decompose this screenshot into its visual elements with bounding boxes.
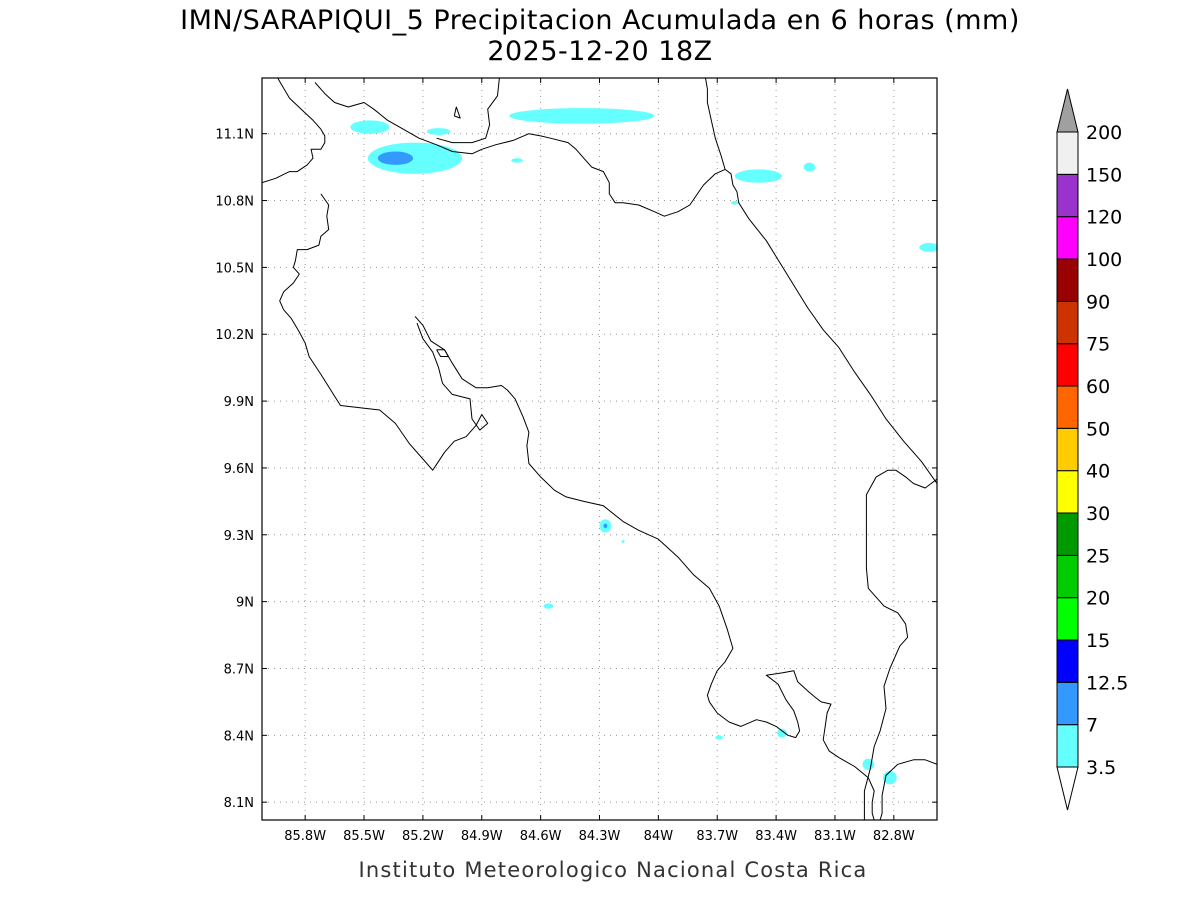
lon-tick-label: 84.3W (579, 829, 621, 844)
lat-tick-label: 9.9N (224, 395, 254, 410)
colorbar-bin (1056, 216, 1079, 260)
precip-cell (862, 758, 875, 770)
lon-tick-label: 84.9W (461, 829, 503, 844)
precipitation-field (350, 108, 937, 785)
lon-tick-label: 85.8W (284, 829, 326, 844)
precip-cell (919, 242, 937, 252)
colorbar-bin (1056, 681, 1079, 726)
lon-tick-label: 84.6W (520, 829, 562, 844)
colorbar-bin (1056, 131, 1079, 175)
coastline-gulf-pacific (414, 316, 875, 820)
colorbar-label: 100 (1086, 249, 1122, 271)
colorbar-label: 60 (1086, 376, 1110, 398)
colorbar-bin (1056, 385, 1079, 429)
coastline-mainland (262, 78, 326, 184)
lat-tick-label: 10.2N (215, 328, 254, 343)
lat-tick-label: 8.4N (224, 729, 254, 744)
precip-cell (350, 120, 390, 134)
precip-cell (734, 169, 782, 183)
axis-ticks: 85.8W 85.5W 85.2W 84.9W 84.6W 84.3W 84W 83.7W 83… (215, 78, 937, 844)
colorbar-label: 25 (1086, 545, 1110, 567)
colorbar-label: 7 (1086, 715, 1098, 737)
colorbar-bin (1056, 427, 1079, 472)
colorbar-bin (1056, 554, 1079, 599)
colorbar-bottom-arrow (1056, 766, 1079, 811)
colorbar-label: 75 (1086, 334, 1110, 356)
colorbar-label: 90 (1086, 291, 1110, 313)
colorbar-bin (1056, 173, 1079, 218)
colorbar-label: 40 (1086, 461, 1110, 483)
coastline-islet-lake (453, 106, 461, 119)
precip-cell (377, 151, 414, 165)
colorbar-bin (1056, 258, 1079, 302)
coastline-caribbean-north (705, 78, 726, 170)
grid-lines (262, 78, 937, 820)
precip-cell (367, 142, 463, 174)
precip-cell (621, 540, 625, 543)
precip-cell (715, 735, 724, 740)
lon-tick-label: 83.4W (755, 829, 797, 844)
precip-cell (730, 200, 739, 205)
colorbar-label: 50 (1086, 418, 1110, 440)
colorbar-bin (1056, 512, 1079, 556)
lat-tick-label: 9.3N (224, 529, 254, 544)
lon-tick-label: 82.8W (873, 829, 915, 844)
colorbar-top-arrow (1056, 88, 1079, 133)
precip-cell (426, 128, 451, 135)
lon-tick-label: 83.7W (696, 829, 738, 844)
credit-text: Instituto Meteorologico Nacional Costa R… (359, 858, 868, 882)
map-title: IMN/SARAPIQUI_5 Precipitacion Acumulada … (180, 5, 1020, 36)
colorbar-label: 20 (1086, 588, 1110, 610)
lat-tick-label: 10.5N (215, 261, 254, 276)
colorbar-bin (1056, 300, 1079, 345)
lat-tick-label: 9N (236, 596, 254, 611)
map-subtitle-datetime: 2025-12-20 18Z (487, 36, 712, 67)
precip-cell (803, 162, 816, 172)
coastline-caribbean (314, 82, 937, 484)
colorbar-bin (1056, 470, 1079, 514)
colorbar-label: 12.5 (1086, 672, 1128, 694)
precip-cell (777, 728, 787, 738)
coastline-border-south (863, 469, 937, 820)
coastline-islet-chira (436, 349, 449, 357)
lat-tick-label: 10.8N (215, 195, 254, 210)
coastline-nicoya (279, 193, 489, 471)
colorbar-bin (1056, 597, 1079, 641)
colorbar-bin (1056, 639, 1079, 683)
coastline-lake-shore (436, 78, 500, 144)
coastlines (262, 78, 937, 820)
lat-tick-label: 8.1N (224, 796, 254, 811)
lat-tick-label: 9.6N (224, 462, 254, 477)
lat-tick-label: 11.1N (215, 128, 254, 143)
colorbar-label: 15 (1086, 630, 1110, 652)
colorbar-label: 3.5 (1086, 757, 1116, 779)
precip-cell (603, 523, 608, 529)
colorbar-bin (1056, 724, 1079, 768)
lon-tick-label: 84W (644, 829, 674, 844)
colorbar-legend: 3.5 7 12.5 15 20 25 30 40 50 60 75 90 100 120 150 200 (1056, 88, 1128, 811)
colorbar-label: 150 (1086, 164, 1122, 186)
lon-tick-label: 85.2W (402, 829, 444, 844)
lon-tick-label: 85.5W (343, 829, 385, 844)
lon-tick-label: 83.1W (814, 829, 856, 844)
colorbar-label: 30 (1086, 503, 1110, 525)
coastline-panama-pacific (879, 759, 937, 820)
lat-tick-label: 8.7N (224, 662, 254, 677)
precip-cell (509, 108, 655, 124)
colorbar-bin (1056, 343, 1079, 387)
precip-cell (543, 603, 554, 609)
colorbar-label: 120 (1086, 207, 1122, 229)
colorbar-label: 200 (1086, 122, 1122, 144)
precip-cell (511, 158, 523, 163)
map-panel: 85.8W 85.5W 85.2W 84.9W 84.6W 84.3W 84W 83.7W 83… (215, 77, 938, 844)
